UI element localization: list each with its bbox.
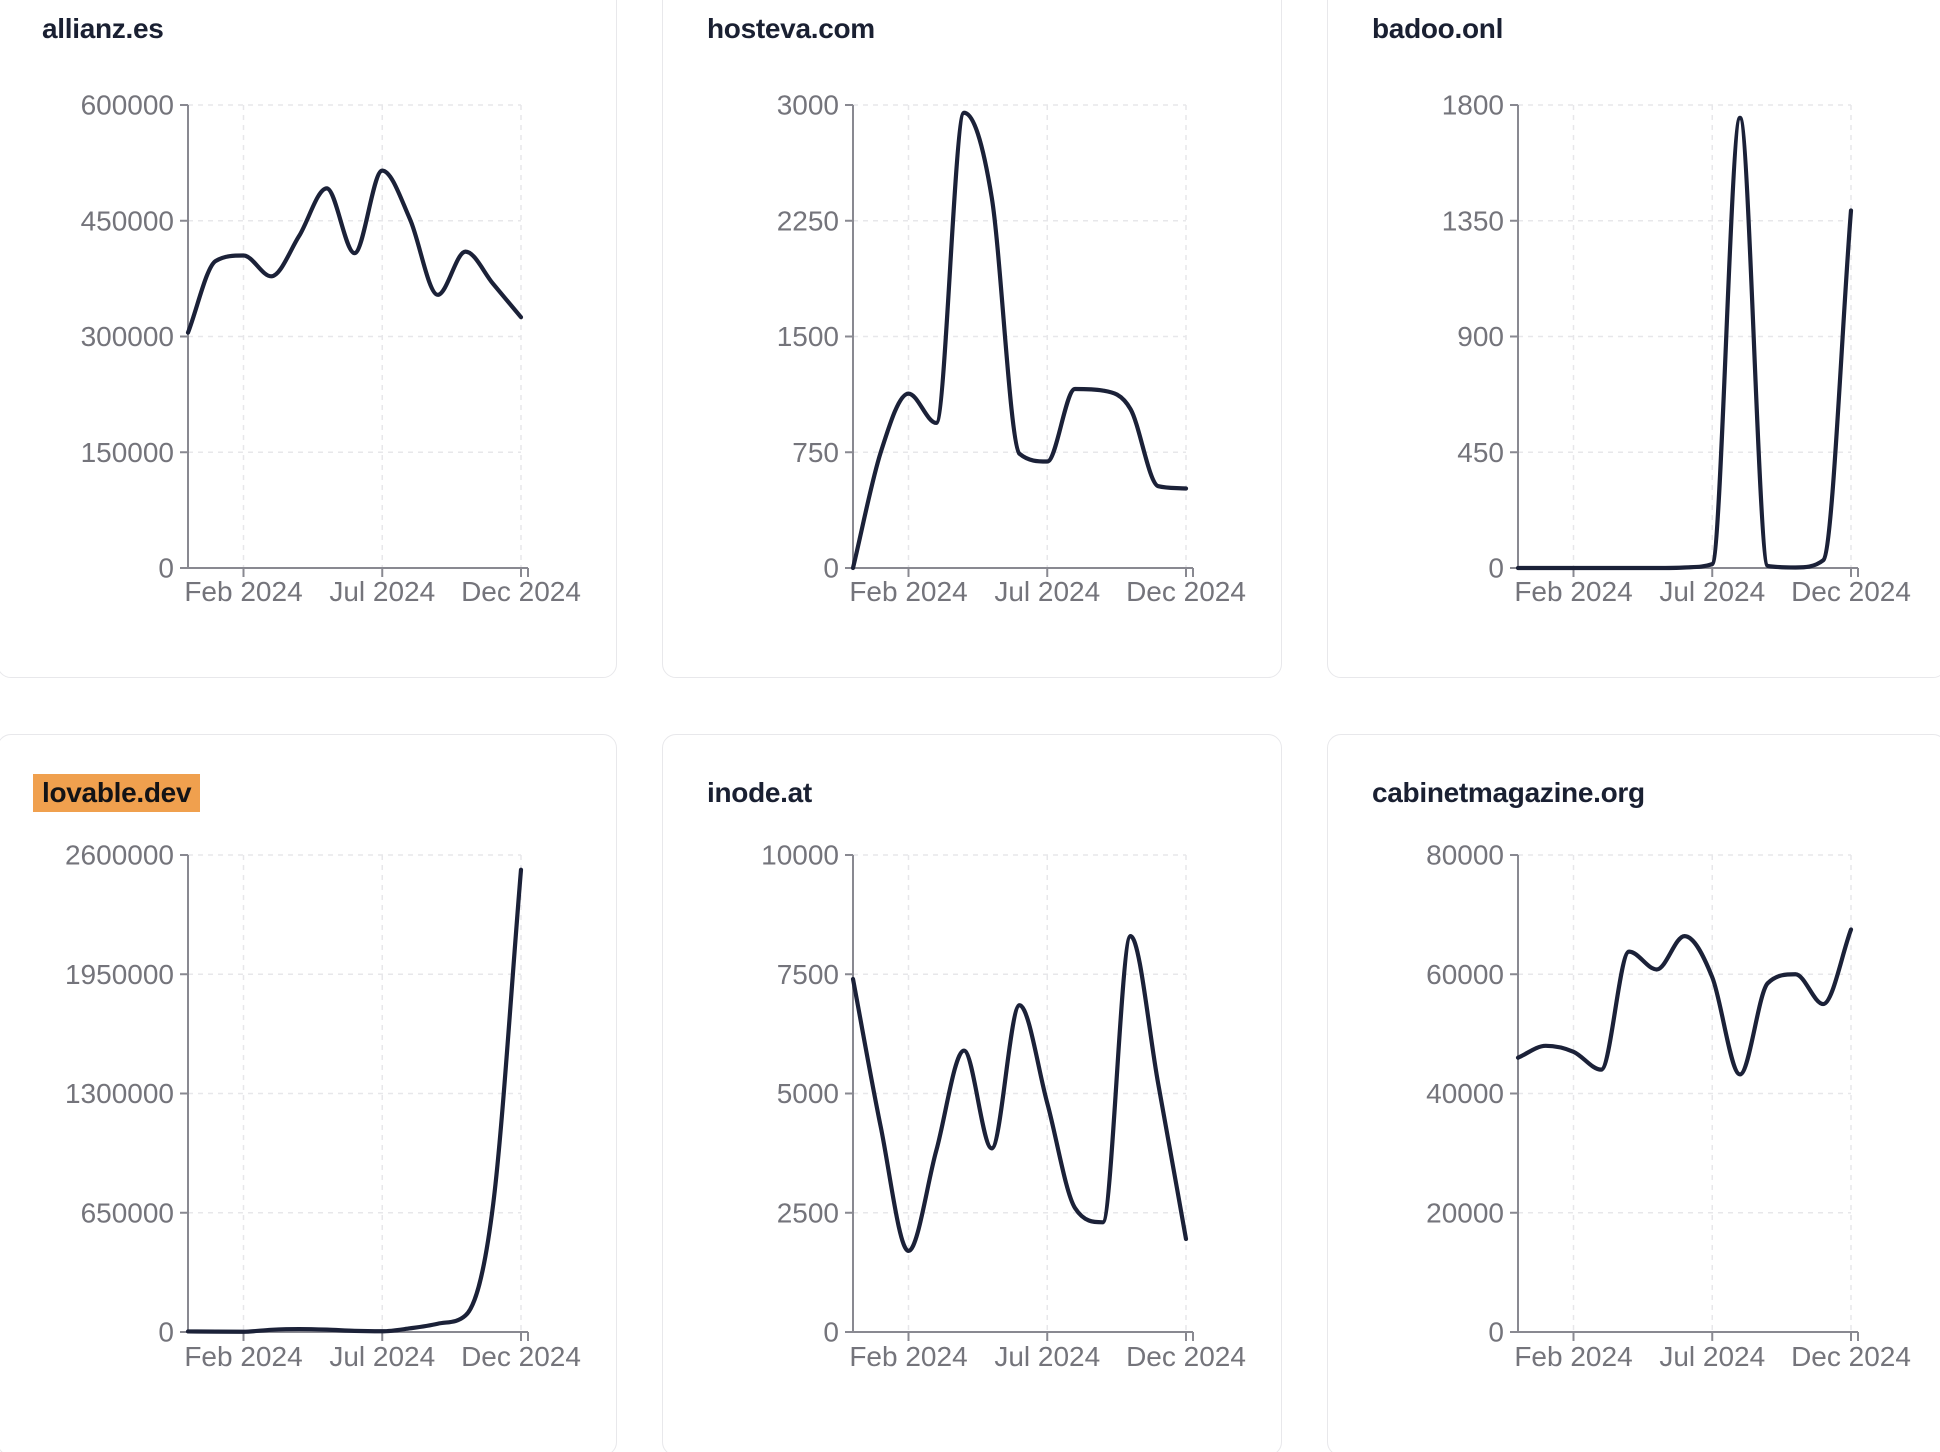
y-tick-label: 600000	[81, 90, 174, 121]
chart-card: cabinetmagazine.org 0 20000 40000 60000 8000…	[1327, 734, 1940, 1452]
line-chart: 0 150000 300000 450000 600000 Feb 2024 Jul 202…	[81, 90, 581, 607]
x-axis: Feb 2024 Jul 2024 Dec 2024	[1514, 567, 1911, 607]
chart-card: badoo.onl 0 450 900 1350 1800 Feb 2024 Jul 202…	[1327, 0, 1940, 678]
y-tick-label: 1300000	[65, 1078, 174, 1109]
chart-title: hosteva.com	[707, 13, 875, 44]
y-tick-label: 1950000	[65, 959, 174, 990]
grid	[853, 104, 1187, 568]
y-axis: 0 450 900 1350 1800	[1442, 90, 1519, 584]
series-line	[185, 867, 524, 1334]
y-tick-label: 0	[1488, 1317, 1504, 1348]
x-axis: Feb 2024 Jul 2024 Dec 2024	[849, 567, 1246, 607]
y-tick-label: 900	[1457, 321, 1504, 352]
x-axis: Feb 2024 Jul 2024 Dec 2024	[1514, 1331, 1911, 1372]
x-tick-label: Dec 2024	[1126, 576, 1246, 607]
grid	[1518, 104, 1852, 568]
line-chart: 0 650000 1300000 1950000 2600000 Feb 2024 Jul …	[65, 840, 581, 1372]
x-tick-label: Dec 2024	[1126, 1341, 1246, 1372]
series-line	[1515, 115, 1854, 571]
chart-card: lovable.dev 0 650000 1300000 1950000 2600000…	[0, 734, 617, 1452]
line-chart: 0 750 1500 2250 3000 Feb 2024 Jul 2024 Dec 2024	[777, 90, 1246, 607]
x-tick-label: Dec 2024	[1791, 576, 1911, 607]
y-tick-label: 20000	[1426, 1197, 1504, 1228]
x-tick-label: Dec 2024	[461, 576, 581, 607]
y-tick-label: 450000	[81, 205, 174, 236]
grid	[188, 854, 522, 1332]
series-line	[850, 933, 1189, 1254]
chart-card: inode.at 0 2500 5000 7500 10000 Feb 2024 Jul 2…	[662, 734, 1282, 1452]
y-tick-label: 0	[158, 553, 174, 584]
x-tick-label: Jul 2024	[329, 1341, 435, 1372]
chart-title: inode.at	[707, 777, 812, 808]
x-tick-label: Jul 2024	[1659, 576, 1765, 607]
y-tick-label: 1800	[1442, 90, 1504, 121]
y-tick-label: 2250	[777, 205, 839, 236]
x-tick-label: Feb 2024	[184, 576, 302, 607]
x-axis: Feb 2024 Jul 2024 Dec 2024	[184, 1331, 581, 1372]
y-tick-label: 5000	[777, 1078, 839, 1109]
y-tick-label: 3000	[777, 90, 839, 121]
series-line	[185, 168, 524, 335]
x-tick-label: Jul 2024	[994, 576, 1100, 607]
y-tick-label: 450	[1457, 437, 1504, 468]
y-tick-label: 750	[792, 437, 839, 468]
title-highlight: lovable.dev	[33, 774, 201, 812]
x-tick-label: Feb 2024	[849, 576, 967, 607]
chart-card: allianz.es 0 150000 300000 450000 600000 Feb …	[0, 0, 617, 678]
x-tick-label: Feb 2024	[1514, 1341, 1632, 1372]
line-chart: 0 20000 40000 60000 80000 Feb 2024 Jul 2024 Dec…	[1426, 840, 1911, 1372]
y-tick-label: 150000	[81, 437, 174, 468]
y-tick-label: 0	[823, 1317, 839, 1348]
y-axis: 0 650000 1300000 1950000 2600000	[65, 840, 189, 1348]
chart-title: cabinetmagazine.org	[1372, 777, 1645, 808]
x-tick-label: Jul 2024	[1659, 1341, 1765, 1372]
y-axis: 0 2500 5000 7500 10000	[761, 840, 854, 1348]
chart-card: hosteva.com 0 750 1500 2250 3000 Feb 2024 Jul …	[662, 0, 1282, 678]
y-axis: 0 20000 40000 60000 80000	[1426, 840, 1519, 1348]
y-tick-label: 10000	[761, 840, 839, 871]
line-chart: 0 2500 5000 7500 10000 Feb 2024 Jul 2024 Dec 20…	[761, 840, 1246, 1372]
y-tick-label: 60000	[1426, 959, 1504, 990]
grid	[1518, 854, 1852, 1332]
x-axis: Feb 2024 Jul 2024 Dec 2024	[849, 1331, 1246, 1372]
x-tick-label: Feb 2024	[184, 1341, 302, 1372]
y-tick-label: 1350	[1442, 205, 1504, 236]
series-line	[1515, 927, 1854, 1077]
chart-title: allianz.es	[42, 13, 164, 44]
y-tick-label: 300000	[81, 321, 174, 352]
y-tick-label: 7500	[777, 959, 839, 990]
x-tick-label: Jul 2024	[329, 576, 435, 607]
x-tick-label: Jul 2024	[994, 1341, 1100, 1372]
line-chart: 0 450 900 1350 1800 Feb 2024 Jul 2024 Dec 2024	[1442, 90, 1911, 607]
y-tick-label: 0	[158, 1317, 174, 1348]
y-tick-label: 2500	[777, 1197, 839, 1228]
y-axis: 0 750 1500 2250 3000	[777, 90, 854, 584]
y-tick-label: 0	[823, 553, 839, 584]
y-tick-label: 1500	[777, 321, 839, 352]
y-tick-label: 2600000	[65, 840, 174, 871]
x-tick-label: Dec 2024	[461, 1341, 581, 1372]
chart-title: lovable.dev	[33, 774, 201, 812]
chart-title: badoo.onl	[1372, 13, 1504, 44]
y-axis: 0 150000 300000 450000 600000	[81, 90, 189, 584]
grid	[853, 854, 1187, 1332]
y-tick-label: 650000	[81, 1197, 174, 1228]
x-axis: Feb 2024 Jul 2024 Dec 2024	[184, 567, 581, 607]
y-tick-label: 40000	[1426, 1078, 1504, 1109]
x-tick-label: Feb 2024	[849, 1341, 967, 1372]
grid	[188, 104, 522, 568]
y-tick-label: 80000	[1426, 840, 1504, 871]
series-line	[850, 110, 1189, 571]
x-tick-label: Dec 2024	[1791, 1341, 1911, 1372]
x-tick-label: Feb 2024	[1514, 576, 1632, 607]
y-tick-label: 0	[1488, 553, 1504, 584]
